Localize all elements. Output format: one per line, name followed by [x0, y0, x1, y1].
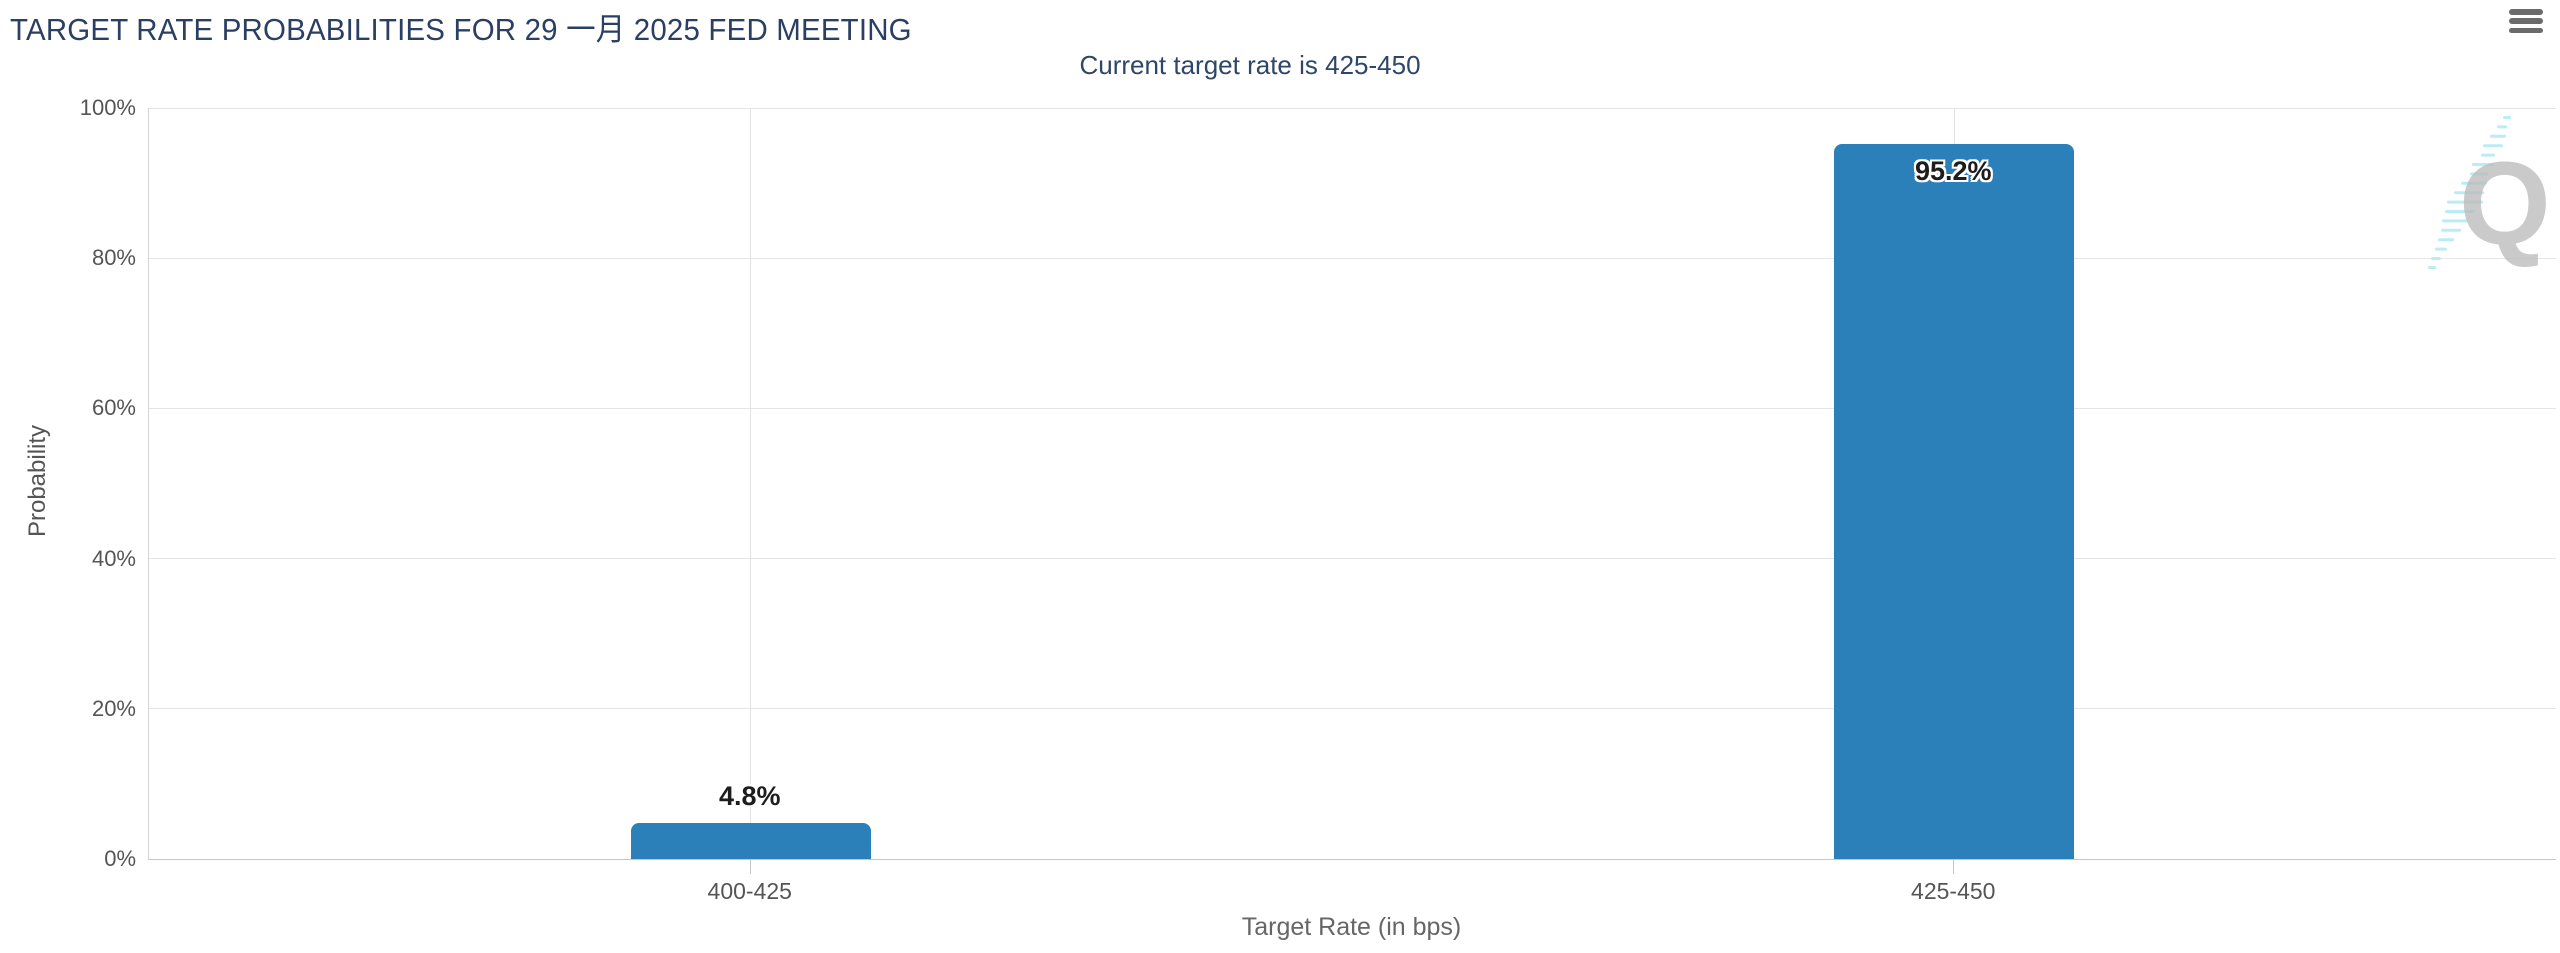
- y-axis-tick-label: 40%: [91, 545, 136, 571]
- hamburger-menu-icon: [2509, 18, 2543, 24]
- chart-context-menu-button[interactable]: [2509, 9, 2546, 39]
- y-axis-tick-label: 60%: [91, 395, 136, 421]
- probability-bar[interactable]: [1834, 144, 2075, 859]
- y-axis-tick-label: 80%: [91, 245, 136, 271]
- y-gridline: [149, 407, 2556, 409]
- bar-data-label: 4.8%: [718, 781, 781, 811]
- hamburger-menu-icon: [2509, 27, 2543, 34]
- plot-area: [148, 107, 2556, 860]
- y-axis-tick-label: 0%: [104, 846, 136, 871]
- x-axis-tick-label: 400-425: [707, 878, 792, 904]
- y-gridline: [149, 107, 2556, 109]
- hamburger-menu-icon: [2509, 9, 2543, 15]
- y-gridline: [149, 558, 2556, 560]
- x-axis-tick: [749, 860, 751, 874]
- probability-bar[interactable]: [630, 823, 871, 859]
- chart-subtitle: Current target rate is 425-450: [1079, 50, 1421, 80]
- y-gridline: [149, 708, 2556, 710]
- chart-title: TARGET RATE PROBABILITIES FOR 29 一月 2025…: [10, 12, 912, 47]
- y-gridline: [149, 257, 2556, 259]
- y-axis-tick-label: 20%: [91, 695, 136, 721]
- x-axis-tick-label: 425-450: [1911, 878, 1996, 904]
- bar-data-label: 95.2%: [1914, 156, 1992, 186]
- x-gridline: [750, 108, 752, 859]
- x-axis-title: Target Rate (in bps): [1241, 913, 1462, 941]
- x-axis-tick: [1953, 860, 1955, 874]
- y-axis-tick-label: 100%: [79, 95, 136, 120]
